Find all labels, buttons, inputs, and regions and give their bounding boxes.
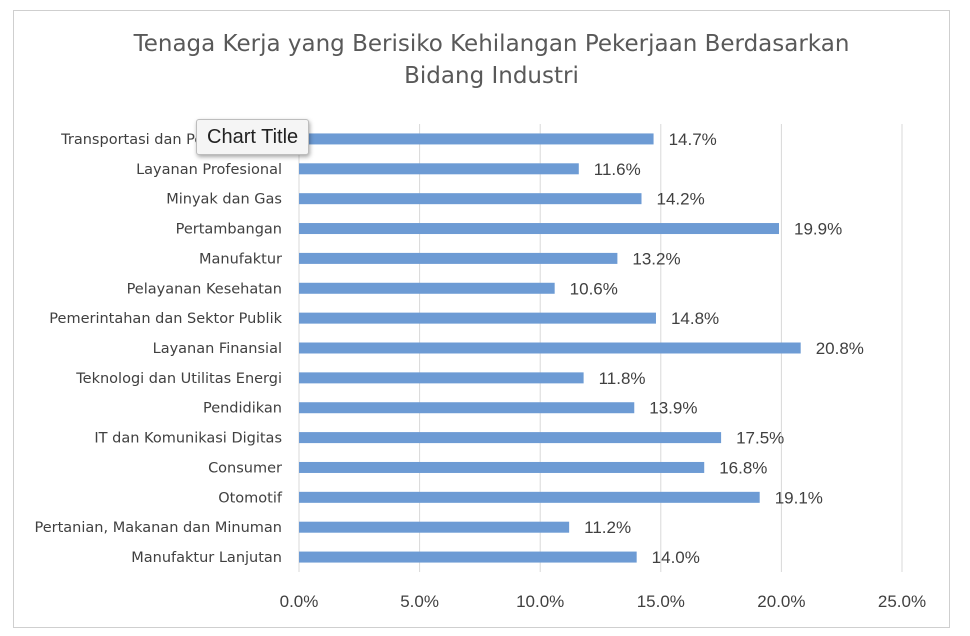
bar — [299, 432, 722, 444]
category-label: Minyak dan Gas — [166, 192, 282, 208]
data-label: 13.2% — [632, 249, 680, 268]
x-tick-label: 10.0% — [516, 592, 564, 611]
category-label: Consumer — [208, 460, 282, 476]
category-label: Pertanian, Makanan dan Minuman — [35, 520, 283, 536]
category-label: Teknologi dan Utilitas Energi — [75, 371, 282, 387]
data-label: 14.2% — [657, 190, 705, 209]
bar — [299, 193, 642, 205]
bar — [299, 521, 570, 533]
data-label: 17.5% — [736, 429, 784, 448]
bar — [299, 312, 656, 324]
bar — [299, 163, 579, 175]
bar — [299, 551, 637, 563]
chart-title-line-1: Tenaga Kerja yang Berisiko Kehilangan Pe… — [133, 31, 850, 57]
category-label: IT dan Komunikasi Digitas — [94, 431, 282, 447]
chart-title: Tenaga Kerja yang Berisiko Kehilangan Pe… — [13, 28, 970, 92]
category-label: Manufaktur Lanjutan — [131, 550, 282, 566]
data-label: 19.9% — [794, 220, 842, 239]
x-tick-label: 25.0% — [878, 592, 926, 611]
bar — [299, 402, 635, 414]
data-label: 11.8% — [599, 369, 646, 388]
data-label: 14.8% — [671, 309, 719, 328]
bar — [299, 372, 584, 384]
x-tick-label: 0.0% — [280, 592, 319, 611]
data-label: 10.6% — [570, 279, 618, 298]
data-label: 14.0% — [652, 548, 700, 567]
category-label: Pelayanan Kesehatan — [127, 281, 282, 297]
category-label: Layanan Finansial — [153, 341, 282, 357]
data-label: 11.2% — [584, 518, 631, 537]
data-label: 20.8% — [816, 339, 864, 358]
category-label: Pemerintahan dan Sektor Publik — [49, 311, 282, 327]
x-tick-label: 15.0% — [637, 592, 685, 611]
data-label: 14.7% — [669, 130, 717, 149]
data-label: 11.6% — [594, 160, 641, 179]
bar — [299, 461, 705, 473]
bar — [299, 252, 618, 264]
chart-title-line-2: Bidang Industri — [404, 63, 579, 89]
bar — [299, 223, 779, 235]
x-tick-label: 5.0% — [400, 592, 439, 611]
bars — [299, 133, 801, 563]
bar — [299, 133, 654, 145]
category-label: Pertambangan — [176, 222, 282, 238]
data-label: 16.8% — [719, 458, 767, 477]
bar — [299, 342, 801, 354]
x-tick-label: 20.0% — [757, 592, 805, 611]
category-label: Pendidikan — [203, 401, 282, 417]
bar — [299, 491, 760, 503]
category-label: Manufaktur — [199, 251, 282, 267]
data-label: 13.9% — [649, 399, 697, 418]
category-label: Layanan Profesional — [136, 162, 282, 178]
bar — [299, 282, 555, 294]
data-label: 19.1% — [775, 488, 823, 507]
chart-title-tooltip: Chart Title — [196, 119, 310, 155]
labels: 0.0% 5.0% 10.0% 15.0% 20.0% 25.0%Transportasi… — [35, 130, 927, 611]
category-label: Otomotif — [218, 490, 283, 506]
